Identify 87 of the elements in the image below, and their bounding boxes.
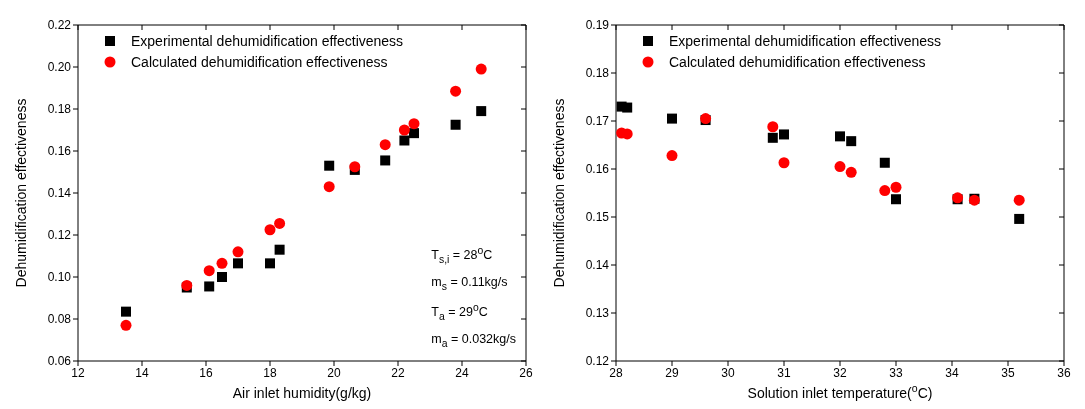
y-tick-label: 0.17 xyxy=(585,114,610,129)
y-tick-label: 0.18 xyxy=(585,66,610,81)
point xyxy=(845,166,857,178)
x-tick-label: 16 xyxy=(199,365,213,380)
point xyxy=(217,272,227,282)
legend-label: Calculated dehumidification effectiveness xyxy=(131,52,388,72)
point xyxy=(450,119,461,130)
point xyxy=(408,118,420,130)
point xyxy=(622,102,633,113)
point xyxy=(121,306,131,317)
legend-label: Experimental dehumidification effectiveness xyxy=(131,31,404,51)
x-tick-label: 31 xyxy=(777,365,791,380)
point xyxy=(666,150,678,162)
point xyxy=(409,128,419,139)
x-tick-label: 29 xyxy=(665,365,679,380)
point xyxy=(323,181,335,193)
annotation: m$_{s}$ = 0.11kg/s xyxy=(431,273,509,294)
annotation: T$_{s,i}$ = 28$^{o}$C xyxy=(431,244,494,267)
y-axis-title: Dehumidification effectiveness xyxy=(13,98,29,288)
point xyxy=(399,135,410,146)
point xyxy=(834,161,846,173)
legend-label: Calculated dehumidification effectiveness xyxy=(669,52,926,72)
x-tick-label: 34 xyxy=(945,365,959,380)
x-tick-label: 20 xyxy=(327,365,341,380)
y-tick-label: 0.12 xyxy=(585,354,610,369)
point xyxy=(265,258,275,269)
y-tick-label: 0.08 xyxy=(47,312,72,327)
y-tick-label: 0.10 xyxy=(47,270,72,285)
y-tick-label: 0.13 xyxy=(585,306,610,321)
y-tick-label: 0.19 xyxy=(585,18,610,33)
point xyxy=(274,244,285,255)
point xyxy=(879,185,891,197)
x-tick-label: 22 xyxy=(391,365,405,380)
x-tick-label: 33 xyxy=(889,365,903,380)
point xyxy=(767,121,779,133)
point xyxy=(475,63,487,75)
y-tick-label: 0.22 xyxy=(47,18,72,33)
point xyxy=(120,319,132,331)
y-tick-label: 0.18 xyxy=(47,102,72,117)
x-axis-title: Solution inlet temperature($^{o}$C) xyxy=(747,382,933,401)
x-tick-label: 14 xyxy=(135,365,149,380)
point xyxy=(767,132,778,143)
point xyxy=(324,160,335,171)
x-tick-label: 26 xyxy=(519,365,533,380)
annotation: T$_{a}$ = 29$^{o}$C xyxy=(431,301,489,324)
point xyxy=(879,157,890,168)
point xyxy=(204,281,215,292)
point xyxy=(450,85,462,97)
x-tick-label: 36 xyxy=(1057,365,1071,380)
y-tick-label: 0.15 xyxy=(585,210,610,225)
point xyxy=(398,124,410,136)
annotation: m$_{a}$ = 0.032kg/s xyxy=(431,330,516,351)
x-tick-label: 35 xyxy=(1001,365,1015,380)
point xyxy=(274,217,286,229)
y-tick-label: 0.12 xyxy=(47,228,72,243)
point xyxy=(846,136,857,147)
x-tick-label: 32 xyxy=(833,365,847,380)
point xyxy=(232,246,244,258)
legend-label: Experimental dehumidification effectiveness xyxy=(669,31,942,51)
point xyxy=(667,113,677,124)
y-tick-label: 0.06 xyxy=(47,354,72,369)
x-tick-label: 30 xyxy=(721,365,735,380)
point xyxy=(779,129,789,140)
point xyxy=(264,224,276,236)
point xyxy=(1013,194,1025,206)
x-axis-title: Air inlet humidity(g/kg) xyxy=(232,385,372,401)
y-axis-title: Dehumidification effectiveness xyxy=(551,98,567,288)
x-tick-label: 18 xyxy=(263,365,277,380)
point xyxy=(203,265,215,277)
point xyxy=(1014,213,1025,224)
point xyxy=(835,131,845,142)
point xyxy=(476,106,487,117)
point xyxy=(379,139,391,151)
y-tick-label: 0.16 xyxy=(47,144,72,159)
point xyxy=(233,258,243,269)
point xyxy=(890,181,902,193)
point xyxy=(216,257,228,269)
y-tick-label: 0.14 xyxy=(585,258,610,273)
x-tick-label: 12 xyxy=(71,365,85,380)
y-tick-label: 0.16 xyxy=(585,162,610,177)
x-tick-label: 24 xyxy=(455,365,469,380)
point xyxy=(778,157,790,169)
point xyxy=(380,155,391,166)
x-tick-label: 28 xyxy=(609,365,623,380)
y-tick-label: 0.14 xyxy=(47,186,72,201)
y-tick-label: 0.20 xyxy=(47,60,72,75)
point xyxy=(891,194,901,205)
